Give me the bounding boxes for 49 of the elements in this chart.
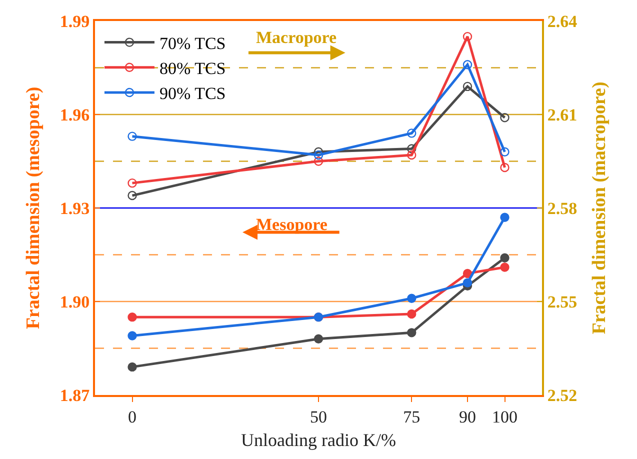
point bbox=[128, 331, 137, 340]
y2-tick-label: 2.58 bbox=[547, 198, 578, 218]
point bbox=[462, 60, 472, 70]
y2-tick-label: 2.61 bbox=[547, 105, 578, 124]
point bbox=[314, 334, 324, 344]
point bbox=[500, 147, 510, 156]
y2-tick-label: 2.52 bbox=[547, 386, 578, 405]
point bbox=[500, 162, 510, 172]
x-tick-label: 90 bbox=[459, 407, 476, 426]
y2-axis-title: Fractal dimension (macropore) bbox=[588, 82, 610, 334]
y2-tick-label: 2.55 bbox=[547, 292, 578, 312]
point bbox=[407, 144, 416, 154]
point bbox=[314, 150, 324, 160]
legend-label: 90% TCS bbox=[159, 84, 226, 104]
point bbox=[500, 113, 510, 122]
x-tick-label: 0 bbox=[128, 407, 136, 426]
point bbox=[407, 128, 416, 138]
y-tick-label: 1.93 bbox=[60, 198, 90, 218]
y-tick-label: 1.96 bbox=[60, 105, 90, 124]
point bbox=[407, 294, 416, 303]
point bbox=[500, 262, 510, 272]
y-tick-label: 1.99 bbox=[60, 12, 90, 31]
x-axis-title: Unloading radio K/% bbox=[241, 430, 396, 450]
point bbox=[128, 178, 137, 188]
x-tick-label: 100 bbox=[492, 407, 518, 426]
point bbox=[462, 32, 472, 42]
y-tick-label: 1.90 bbox=[60, 292, 90, 312]
annotation: Macropore bbox=[256, 28, 338, 47]
point bbox=[128, 190, 137, 200]
point bbox=[128, 132, 137, 141]
point bbox=[500, 212, 510, 222]
x-tick-label: 75 bbox=[403, 407, 420, 426]
point bbox=[407, 328, 416, 338]
point bbox=[462, 278, 472, 288]
y-axis-title: Fractal dimension (mesopore) bbox=[23, 86, 44, 330]
y2-tick-label: 2.64 bbox=[547, 12, 578, 31]
y-tick-label: 1.87 bbox=[60, 386, 90, 405]
annotation: Mesopore bbox=[256, 215, 328, 234]
point bbox=[407, 309, 416, 319]
point bbox=[128, 312, 137, 322]
point bbox=[462, 268, 472, 278]
legend-label: 80% TCS bbox=[159, 59, 226, 78]
x-tick-label: 50 bbox=[310, 407, 327, 426]
point bbox=[407, 150, 416, 160]
point bbox=[128, 362, 137, 372]
legend-label: 70% TCS bbox=[159, 34, 226, 53]
point bbox=[314, 156, 324, 166]
point bbox=[462, 82, 472, 92]
point bbox=[500, 253, 510, 262]
